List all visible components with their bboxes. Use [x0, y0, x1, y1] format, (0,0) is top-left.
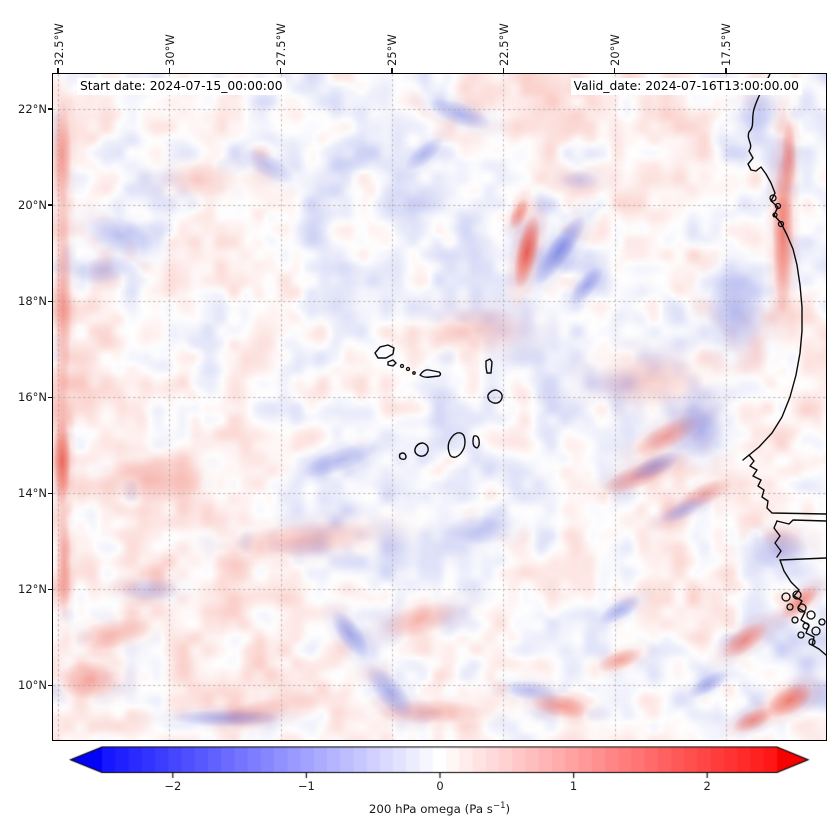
x-tick-label: 27.5°W [274, 23, 289, 66]
x-tick-mark [614, 68, 616, 73]
plot-area: Start date: 2024-07-15_00:00:00 Valid_da… [52, 73, 827, 741]
y-tick-label: 10°N [18, 678, 47, 693]
y-tick-label: 12°N [18, 582, 47, 597]
y-tick-mark [48, 108, 53, 110]
x-tick-mark [280, 68, 282, 73]
colorbar-tick-label: 1 [569, 779, 578, 793]
x-tick-label: 17.5°W [719, 23, 734, 66]
y-tick-label: 16°N [18, 390, 47, 405]
colorbar [69, 746, 810, 780]
colorbar-label-prefix: 200 hPa omega (Pa s [368, 801, 493, 816]
y-tick-mark [48, 684, 53, 687]
y-tick-label: 22°N [18, 102, 47, 116]
x-tick-label: 25°W [385, 34, 400, 66]
y-tick-label: 20°N [18, 198, 47, 213]
colorbar-label-exponent: −1 [492, 801, 506, 811]
x-tick-mark [391, 68, 393, 73]
y-tick-mark [48, 588, 53, 591]
start-date-annotation: Start date: 2024-07-15_00:00:00 [77, 78, 286, 95]
y-tick-label: 14°N [18, 486, 47, 501]
x-tick-label: 30°W [162, 34, 177, 66]
colorbar-tick-label: −1 [297, 779, 315, 793]
x-tick-label: 22.5°W [496, 23, 511, 66]
colorbar-tick-label: −2 [164, 779, 182, 793]
y-tick-mark [48, 396, 53, 398]
x-tick-label: 32.5°W [51, 23, 66, 66]
y-tick-mark [48, 300, 53, 302]
colorbar-label: 200 hPa omega (Pa s−1) [53, 801, 826, 816]
y-tick-mark [48, 204, 53, 206]
valid-date-annotation: Valid_date: 2024-07-16T13:00:00.00 [570, 78, 802, 95]
x-tick-mark [57, 68, 59, 73]
x-tick-mark [168, 68, 171, 73]
x-tick-label: 20°W [608, 34, 623, 66]
colorbar-tick-label: 2 [703, 779, 711, 793]
omega-field-canvas [53, 74, 826, 740]
y-tick-mark [48, 492, 53, 495]
y-tick-label: 18°N [18, 294, 47, 309]
x-tick-mark [502, 68, 504, 73]
colorbar-tick-label: 0 [436, 779, 444, 793]
colorbar-label-suffix: ) [505, 801, 511, 816]
x-tick-mark [725, 68, 727, 73]
